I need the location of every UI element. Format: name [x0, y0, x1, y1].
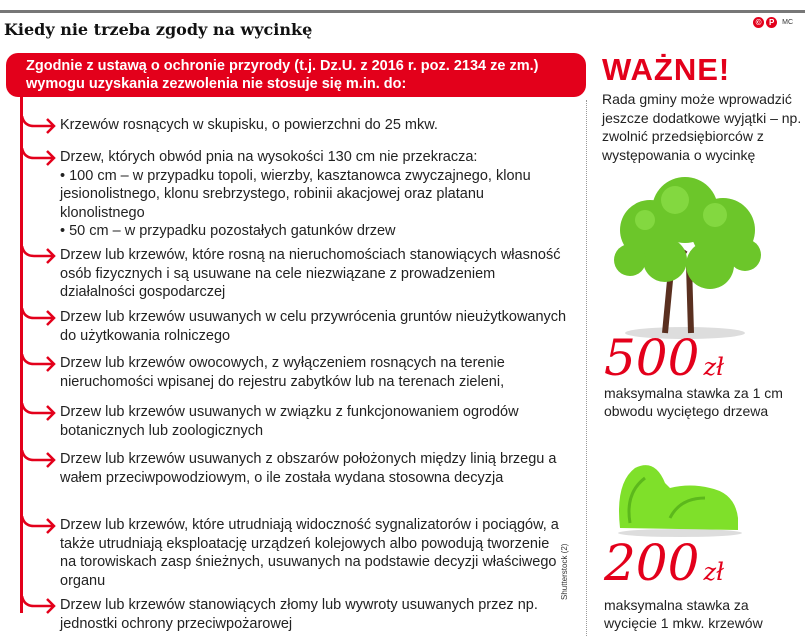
arrow-icon	[22, 246, 56, 264]
page-title: Kiedy nie trzeba zgody na wycinkę	[4, 20, 313, 39]
arrow-icon	[22, 450, 56, 468]
bush-illustration	[618, 465, 742, 537]
list-item: Drzew, których obwód pnia na wysokości 1…	[22, 148, 567, 241]
list-item-text: Drzew lub krzewów owocowych, z wyłączeni…	[60, 355, 505, 390]
list-item: Drzew lub krzewów usuwanych w związku z …	[22, 403, 567, 440]
list-item: Drzew lub krzewów usuwanych w celu przyw…	[22, 308, 567, 345]
arrow-icon	[22, 403, 56, 421]
list-item-text: Drzew lub krzewów, które rosną na nieruc…	[60, 247, 561, 300]
arrow-icon	[22, 308, 56, 326]
list-item: Drzew lub krzewów owocowych, z wyłączeni…	[22, 354, 567, 391]
intro-banner: Zgodnie z ustawą o ochronie przyrody (t.…	[6, 53, 586, 97]
list-item-text: Drzew lub krzewów stanowiących złomy lub…	[60, 597, 538, 632]
list-item: Drzew lub krzewów, które rosną na nieruc…	[22, 246, 567, 302]
top-rule	[0, 10, 805, 13]
list-item-text: Drzew lub krzewów usuwanych z obszarów p…	[60, 451, 557, 486]
arrow-icon	[22, 596, 56, 614]
arrow-icon	[22, 148, 56, 166]
arrow-icon	[22, 516, 56, 534]
banner-line-1: Zgodnie z ustawą o ochronie przyrody (t.…	[26, 58, 539, 74]
fine-tree-amount: 500 zł	[604, 329, 724, 387]
photo-credit: Shutterstock (2)	[560, 543, 569, 600]
column-divider	[586, 100, 587, 636]
list-item: Drzew lub krzewów usuwanych z obszarów p…	[22, 450, 567, 487]
list-connector-line	[20, 95, 23, 613]
author: MC	[782, 19, 793, 26]
arrow-icon	[22, 116, 56, 134]
list-item: Drzew lub krzewów, które utrudniają wido…	[22, 516, 567, 590]
list-item: Drzew lub krzewów stanowiących złomy lub…	[22, 596, 567, 633]
fine-bush-amount: 200 zł	[604, 534, 724, 592]
tree-illustration	[614, 177, 761, 339]
list-item-text: Krzewów rosnących w skupisku, o powierzc…	[60, 117, 438, 133]
p-icon: P	[766, 17, 778, 28]
logo: © P MC	[753, 17, 793, 28]
list-item-text: Drzew, których obwód pnia na wysokości 1…	[60, 149, 531, 239]
fine-tree-caption: maksymalna stawka za 1 cm obwodu wycięte…	[604, 385, 783, 419]
banner-line-2: wymogu uzyskania zezwolenia nie stosuje …	[26, 76, 407, 92]
important-note: Rada gminy może wprowadzić jeszcze dodat…	[602, 91, 802, 163]
list-item-text: Drzew lub krzewów, które utrudniają wido…	[60, 517, 559, 589]
list-item: Krzewów rosnących w skupisku, o powierzc…	[22, 116, 567, 135]
important-heading: WAŻNE!	[602, 52, 731, 87]
fine-bush-caption: maksymalna stawka za wycięcie 1 mkw. krz…	[604, 597, 763, 631]
arrow-icon	[22, 354, 56, 372]
list-item-text: Drzew lub krzewów usuwanych w celu przyw…	[60, 309, 567, 344]
copyright-icon: ©	[753, 17, 765, 28]
list-item-text: Drzew lub krzewów usuwanych w związku z …	[60, 404, 519, 439]
